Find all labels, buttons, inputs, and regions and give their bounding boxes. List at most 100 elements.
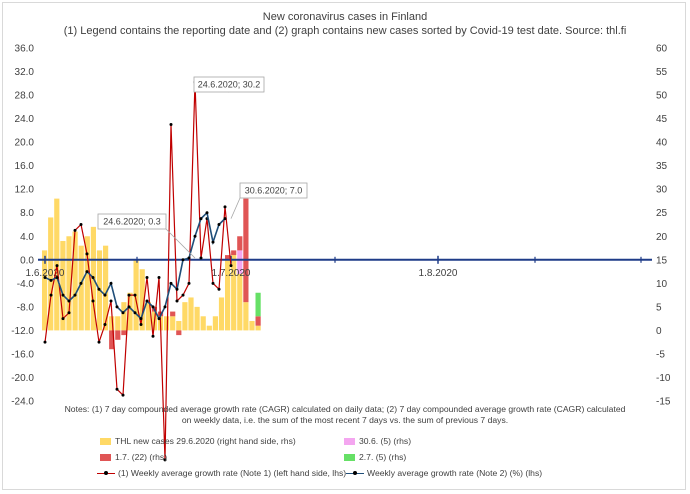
- line-point: [61, 317, 65, 321]
- line-point: [169, 122, 173, 126]
- y-right-tick-label: 35: [656, 161, 668, 172]
- bar: [231, 255, 237, 331]
- chart-title: New coronavirus cases in Finland: [262, 11, 428, 23]
- line-point: [61, 293, 65, 297]
- bar: [225, 259, 231, 331]
- line-point: [139, 317, 143, 321]
- x-tick-label: 1.7.2020: [212, 268, 251, 279]
- line-point: [145, 275, 149, 279]
- bar: [225, 255, 231, 260]
- y-left-tick-label: -4.0: [17, 279, 35, 290]
- y-left-tick-label: 32.0: [15, 67, 35, 78]
- legend-swatch: [344, 437, 355, 445]
- legend-label: 30.6. (5) (rhs): [359, 436, 412, 446]
- bar: [84, 236, 90, 331]
- line-point: [115, 387, 119, 391]
- bar: [237, 250, 243, 274]
- chart-subtitle: (1) Legend contains the reporting date a…: [63, 25, 627, 37]
- y-left-tick-label: -8.0: [17, 302, 35, 313]
- chart-notes: Notes: (1) 7 day compounded average grow…: [64, 404, 626, 425]
- line-point: [85, 252, 89, 256]
- line-point: [73, 293, 77, 297]
- bar: [176, 320, 182, 331]
- bar: [103, 245, 109, 331]
- y-left-tick-label: -24.0: [11, 397, 34, 408]
- bar: [170, 311, 176, 317]
- line-point: [175, 299, 179, 303]
- line-point: [217, 223, 221, 226]
- bar: [121, 330, 127, 336]
- y-right-tick-label: 60: [656, 44, 668, 55]
- bar: [109, 330, 115, 350]
- bar: [66, 236, 72, 331]
- line-point: [199, 256, 203, 260]
- line-point: [43, 340, 47, 344]
- line-point: [67, 311, 71, 315]
- bar: [115, 330, 121, 340]
- callout-leader: [165, 228, 196, 259]
- line-point: [157, 275, 161, 279]
- y-left-tick-label: -20.0: [11, 373, 34, 384]
- y-right-tick-label: -5: [656, 349, 665, 360]
- bar: [237, 273, 243, 331]
- legend-item-weekly-growth-note1: (1) Weekly average growth rate (Note 1) …: [97, 468, 346, 478]
- line-point: [217, 287, 221, 291]
- bar: [249, 320, 255, 331]
- line-point: [139, 323, 143, 327]
- y-right-tick-label: 20: [656, 232, 668, 243]
- x-tick-label: 1.6.2020: [26, 268, 65, 279]
- y-left-tick-label: 24.0: [15, 114, 35, 125]
- line-point: [151, 334, 155, 338]
- bar: [243, 302, 249, 331]
- line-point: [133, 293, 137, 297]
- y-right-tick-label: 50: [656, 91, 668, 102]
- line-point: [127, 293, 131, 297]
- y-right-tick-label: 40: [656, 138, 668, 149]
- line-point: [91, 299, 95, 303]
- bar: [127, 292, 133, 331]
- line-point: [121, 311, 125, 315]
- line-point: [91, 275, 95, 279]
- callout-box: [97, 213, 167, 230]
- line-point: [97, 340, 101, 344]
- legend-item-thl-new-cases: THL new cases 29.6.2020 (right hand side…: [100, 436, 296, 446]
- bar: [139, 269, 145, 331]
- y-right-tick-label: 55: [656, 67, 668, 78]
- line-point: [157, 317, 161, 321]
- bar: [243, 198, 249, 303]
- legend-swatch: [344, 453, 355, 461]
- line-point: [205, 211, 209, 215]
- line-point: [181, 293, 185, 297]
- line-point: [151, 305, 155, 309]
- y-left-tick-label: -16.0: [11, 349, 34, 360]
- legend-swatch: [100, 453, 111, 461]
- line-point: [145, 299, 149, 303]
- bar: [237, 236, 243, 251]
- legend-label: 2.7. (5) (rhs): [359, 452, 407, 462]
- legend-item-1-7: 1.7. (22) (rhs): [100, 452, 167, 462]
- legend-item-2-7: 2.7. (5) (rhs): [344, 452, 406, 462]
- y-left-tick-label: 8.0: [20, 208, 34, 219]
- y-right-tick-label: -15: [656, 397, 671, 408]
- y-left-tick-label: 12.0: [15, 185, 35, 196]
- line-point: [223, 217, 227, 221]
- line-point: [211, 281, 215, 285]
- y-right-tick-label: 5: [656, 302, 662, 313]
- line-point: [49, 293, 53, 297]
- callout-label: 24.6.2020; 30.2: [198, 80, 261, 90]
- line-point: [115, 305, 119, 309]
- callout-box: [193, 76, 265, 93]
- bar: [170, 316, 176, 331]
- bar: [109, 316, 115, 331]
- chart-frame: [2, 2, 686, 490]
- line-point: [175, 287, 179, 291]
- x-tick-label: 1.8.2020: [419, 268, 458, 279]
- bar: [212, 316, 218, 331]
- legend-line-swatch: [346, 469, 364, 477]
- bar: [231, 250, 237, 256]
- bar: [218, 297, 225, 331]
- line-point: [121, 393, 125, 397]
- legend-item-weekly-growth-note2: Weekly average growth rate (Note 2) (%) …: [346, 468, 542, 478]
- bar: [48, 217, 54, 331]
- line-point: [55, 275, 59, 279]
